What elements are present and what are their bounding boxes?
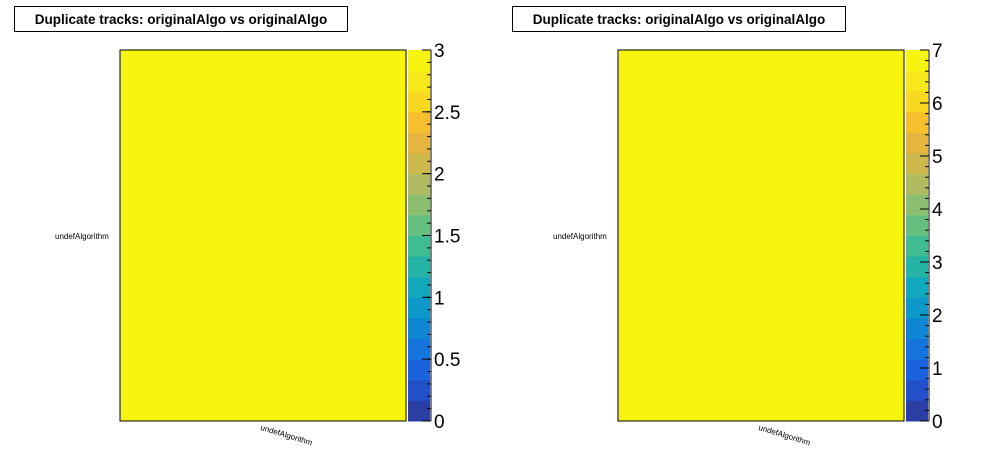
colorbar-band-left <box>408 132 430 154</box>
heatmap-cell-left <box>120 50 406 421</box>
colorbar-band-left <box>408 214 430 236</box>
colorbar-band-right <box>906 70 928 92</box>
colorbar-tick-label-left: 0 <box>434 412 445 433</box>
colorbar-tick-label-right: 1 <box>932 359 943 380</box>
colorbar-band-left <box>408 359 430 381</box>
colorbar-tick-label-right: 7 <box>932 41 943 62</box>
heatmap-plot-left: 0 0.5 1 1.5 2 2.5 3 <box>119 41 460 433</box>
colorbar-band-right <box>906 111 928 133</box>
colorbar-band-left <box>408 400 430 422</box>
colorbar-tick-label-left: 1.5 <box>434 227 460 248</box>
colorbar-tick-label-left: 2 <box>434 165 445 186</box>
colorbar-band-right <box>906 317 928 340</box>
colorbar-band-right <box>906 132 928 154</box>
colorbar-band-right <box>906 276 928 298</box>
colorbar-band-left <box>408 379 430 401</box>
colorbar-band-left <box>408 194 430 216</box>
colorbar-band-left <box>408 173 430 195</box>
heatmap-cell-right <box>618 50 904 421</box>
y-category-label-left: undefAlgorithm <box>55 232 109 241</box>
colorbar-band-left <box>408 91 430 113</box>
colorbar-band-left <box>408 70 430 92</box>
colorbar-tick-label-left: 2.5 <box>434 103 460 124</box>
colorbar-tick-label-right: 4 <box>932 200 943 221</box>
colorbar-band-left <box>408 153 430 175</box>
colorbar-band-left <box>408 50 430 72</box>
colorbar-tick-label-right: 2 <box>932 306 943 327</box>
colorbar-tick-label-left: 1 <box>434 288 445 309</box>
colorbar-band-right <box>906 91 928 113</box>
colorbar-tick-label-left: 3 <box>434 41 445 62</box>
colorbar-tick-label-right: 5 <box>932 147 943 168</box>
colorbar-band-right <box>906 194 928 216</box>
colorbar-band-right <box>906 256 928 278</box>
heatmap-panel-left: 0 0.5 1 1.5 2 2.5 3 Duplicate tracks: original… <box>14 6 460 447</box>
colorbar-band-left <box>408 256 430 278</box>
y-category-label-right: undefAlgorithm <box>553 232 607 241</box>
heatmap-plot-right: 0 1 2 3 4 5 6 7 <box>617 41 943 433</box>
colorbar-band-right <box>906 173 928 195</box>
colorbar-band-left <box>408 338 430 360</box>
colorbar-band-left <box>408 317 430 340</box>
colorbar-band-left <box>408 297 430 319</box>
colorbar-band-right <box>906 297 928 319</box>
colorbar-band-right <box>906 359 928 381</box>
chart-title-right: Duplicate tracks: originalAlgo vs origin… <box>512 6 846 32</box>
colorbar-band-right <box>906 400 928 422</box>
colorbar-tick-label-left: 0.5 <box>434 350 460 371</box>
colorbar-band-right <box>906 50 928 72</box>
colorbar-band-right <box>906 338 928 360</box>
colorbar-band-left <box>408 276 430 298</box>
colorbar-band-right <box>906 214 928 236</box>
colorbar-band-left <box>408 111 430 133</box>
colorbar-tick-label-right: 3 <box>932 253 943 274</box>
colorbar-band-right <box>906 153 928 175</box>
colorbar-tick-label-right: 0 <box>932 412 943 433</box>
colorbar-tick-label-right: 6 <box>932 94 943 115</box>
heatmap-panel-right: 0 1 2 3 4 5 6 7 Duplicate tracks: originalAlgo … <box>498 0 996 472</box>
colorbar-band-right <box>906 235 928 257</box>
chart-title-left: Duplicate tracks: originalAlgo vs origin… <box>14 6 348 32</box>
colorbar-band-right <box>906 379 928 401</box>
colorbar-band-left <box>408 235 430 257</box>
